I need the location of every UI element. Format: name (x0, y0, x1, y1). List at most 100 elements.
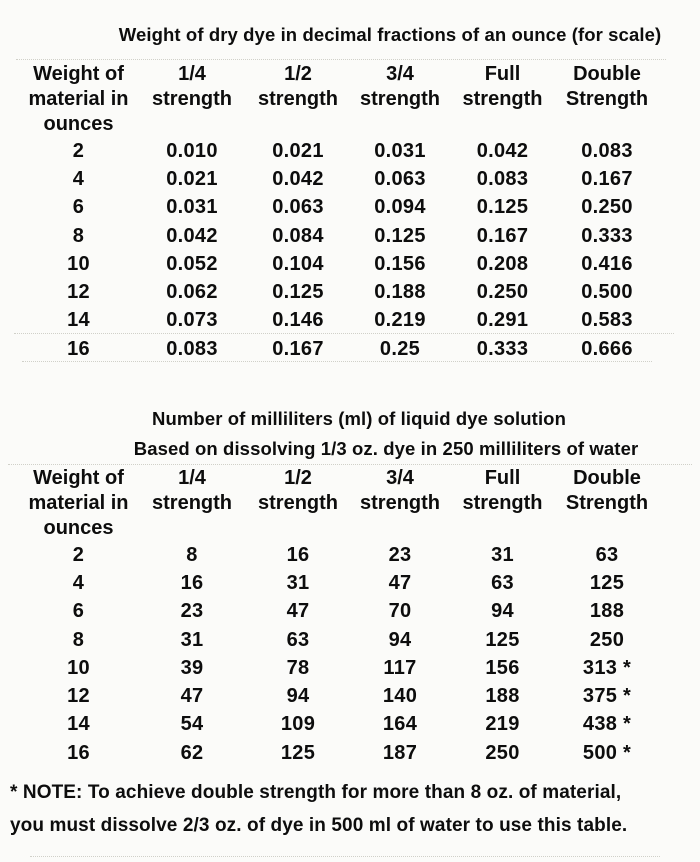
table-row: 14 54 109 164 219 438 * (20, 711, 660, 739)
weight-cell: 12 (67, 685, 90, 708)
value-cell: 125 (589, 571, 625, 594)
value-cell: 0.042 (166, 224, 218, 247)
value-cell: 94 (286, 685, 310, 708)
column-header-weight: Weight of material in ounces (20, 62, 137, 137)
column-header-weight: Weight of material in ounces (20, 466, 137, 541)
value-cell: 0.042 (476, 139, 529, 162)
value-cell: 164 (382, 713, 418, 736)
table-row: 10 39 78 117 156 313 * (20, 654, 660, 682)
value-cell: 0.052 (166, 252, 218, 275)
value-cell: 0.042 (272, 167, 324, 190)
scan-artifact-line (22, 361, 652, 362)
value-cell: 94 (388, 628, 412, 651)
value-cell: 31 (491, 543, 514, 566)
value-cell: 0.125 (272, 281, 324, 304)
value-cell: 0.125 (476, 196, 529, 219)
value-cell: 8 (186, 543, 198, 566)
value-cell: 0.250 (476, 281, 529, 304)
value-cell: 16 (180, 571, 204, 594)
column-header-half-strength: 1/2 strength (247, 62, 349, 137)
value-cell: 0.208 (476, 252, 529, 275)
value-cell: 31 (286, 571, 310, 594)
value-cell: 94 (491, 600, 514, 623)
dry-dye-table: Weight of material in ounces 1/4 strengt… (20, 62, 660, 363)
column-header-label: Weight of material in ounces (28, 63, 129, 135)
value-cell: 0.167 (581, 167, 633, 190)
column-header-half-strength: 1/2 strength (247, 466, 349, 541)
header-row: Weight of material in ounces 1/4 strengt… (20, 466, 660, 541)
table-row: 16 62 125 187 250 500 * (20, 739, 660, 767)
value-cell: 0.167 (476, 224, 529, 247)
value-cell: 0.291 (476, 309, 529, 332)
value-cell: 0.083 (581, 139, 633, 162)
double-strength-footnote: * NOTE: To achieve double strength for m… (10, 776, 700, 842)
value-cell: 31 (180, 628, 204, 651)
value-cell: 0.333 (581, 224, 633, 247)
column-header-label: Weight of material in ounces (28, 467, 129, 539)
value-cell: 125 (485, 628, 520, 651)
table-row: 8 0.042 0.084 0.125 0.167 0.333 (20, 222, 660, 250)
weight-cell: 8 (72, 224, 85, 247)
value-cell: 125 (280, 741, 316, 764)
liquid-dye-table-subtitle: Based on dissolving 1/3 oz. dye in 250 m… (133, 438, 639, 459)
weight-cell: 14 (67, 713, 90, 736)
scan-artifact-line (16, 59, 666, 60)
value-cell: 0.062 (166, 281, 218, 304)
value-cell: 63 (491, 571, 514, 594)
value-cell: 0.500 (581, 281, 633, 304)
value-cell: 0.146 (272, 309, 324, 332)
weight-cell: 14 (67, 309, 90, 332)
value-cell: 0.583 (581, 309, 633, 332)
value-cell: 23 (388, 543, 412, 566)
value-cell: 78 (286, 656, 310, 679)
value-cell: 156 (485, 656, 520, 679)
weight-cell: 6 (72, 196, 85, 219)
column-header-label: 3/4 strength (360, 467, 440, 514)
liquid-dye-table-body: 2 8 16 23 31 63 4 16 31 47 63 125 6 23 47 70 94 188 8 31 63 9… (20, 541, 660, 767)
column-header-label: 1/4 strength (152, 467, 232, 514)
weight-cell: 16 (67, 337, 90, 360)
weight-cell: 2 (72, 543, 85, 566)
value-cell: 0.021 (166, 167, 218, 190)
value-cell: 313 * (582, 656, 632, 679)
column-header-quarter-strength: 1/4 strength (137, 466, 247, 541)
column-header-label: Double Strength (565, 63, 649, 110)
dry-dye-table-title: Weight of dry dye in decimal fractions o… (118, 24, 662, 45)
column-header-double-strength: Double Strength (554, 466, 660, 541)
scan-artifact-line (30, 856, 660, 857)
value-cell: 187 (382, 741, 418, 764)
column-header-threequarter-strength: 3/4 strength (349, 62, 451, 137)
value-cell: 47 (388, 571, 412, 594)
liquid-dye-table-title: Number of milliliters (ml) of liquid dye… (152, 408, 566, 429)
value-cell: 0.063 (374, 167, 426, 190)
table-row: 4 0.021 0.042 0.063 0.083 0.167 (20, 165, 660, 193)
value-cell: 250 (589, 628, 625, 651)
table-row: 6 23 47 70 94 188 (20, 598, 660, 626)
column-header-label: Full strength (462, 63, 543, 110)
value-cell: 23 (180, 600, 204, 623)
column-header-label: 1/4 strength (152, 63, 232, 110)
value-cell: 0.010 (166, 139, 218, 162)
dry-dye-table-body: 2 0.010 0.021 0.031 0.042 0.083 4 0.021 0.042 0.0… (20, 137, 660, 363)
table-row: 12 0.062 0.125 0.188 0.250 0.500 (20, 278, 660, 306)
table-row: 14 0.073 0.146 0.219 0.291 0.583 (20, 307, 660, 335)
value-cell: 0.063 (272, 196, 324, 219)
column-header-full-strength: Full strength (451, 62, 554, 137)
value-cell: 0.125 (374, 224, 426, 247)
table-row: 2 0.010 0.021 0.031 0.042 0.083 (20, 137, 660, 165)
table-row: 6 0.031 0.063 0.094 0.125 0.250 (20, 194, 660, 222)
value-cell: 47 (286, 600, 310, 623)
header-row: Weight of material in ounces 1/4 strengt… (20, 62, 660, 137)
value-cell: 500 * (582, 741, 632, 764)
dry-dye-table-header: Weight of material in ounces 1/4 strengt… (20, 62, 660, 137)
liquid-dye-table-header: Weight of material in ounces 1/4 strengt… (20, 466, 660, 541)
value-cell: 39 (180, 656, 204, 679)
value-cell: 438 * (582, 713, 632, 736)
column-header-label: Full strength (462, 467, 543, 514)
value-cell: 63 (595, 543, 619, 566)
weight-cell: 10 (67, 252, 90, 275)
value-cell: 70 (388, 600, 412, 623)
value-cell: 0.083 (166, 337, 218, 360)
value-cell: 117 (383, 656, 417, 679)
